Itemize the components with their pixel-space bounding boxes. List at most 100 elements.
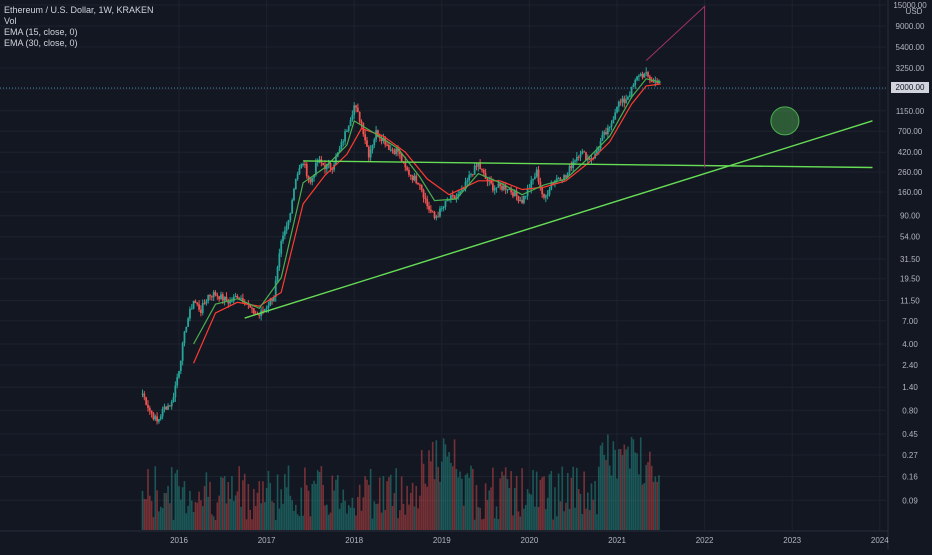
volume-bar	[284, 474, 286, 530]
candle-body	[466, 180, 469, 182]
symbol-title[interactable]: Ethereum / U.S. Dollar, 1W, KRAKEN	[4, 5, 154, 15]
volume-bar	[526, 489, 529, 530]
volume-bar	[353, 508, 355, 530]
volume-bar	[152, 517, 155, 530]
volume-bar	[373, 501, 376, 530]
candle-body	[314, 162, 317, 175]
candle-body	[280, 241, 283, 254]
volume-bar	[572, 466, 574, 530]
volume-bar	[192, 511, 195, 530]
candle-body	[596, 150, 598, 154]
time-tick-label: 2018	[345, 536, 363, 545]
candle-body	[521, 199, 523, 203]
candle-body	[552, 182, 555, 184]
candle-body	[459, 191, 461, 194]
candle-body	[360, 121, 363, 124]
volume-bar	[444, 444, 447, 530]
volume-bar	[216, 502, 219, 530]
candle-body	[152, 413, 155, 420]
candle-body	[378, 136, 381, 139]
candle-body	[369, 149, 372, 158]
volume-bar	[145, 499, 147, 530]
candle-body	[508, 188, 511, 190]
candle-body	[656, 80, 659, 84]
volume-bar	[413, 506, 416, 530]
ema30-indicator-label[interactable]: EMA (30, close, 0)	[4, 38, 78, 48]
candle-body	[468, 175, 471, 181]
volume-bar	[200, 500, 202, 530]
price-tick-label: 31.50	[900, 255, 921, 264]
time-tick-label: 2020	[521, 536, 539, 545]
candle-body	[561, 180, 564, 182]
candle-body	[220, 294, 222, 300]
price-unit-label: USD	[906, 7, 923, 16]
candle-body	[601, 134, 604, 142]
candle-body	[302, 163, 304, 165]
candle-body	[269, 299, 272, 306]
volume-bar	[645, 464, 647, 530]
candle-body	[446, 200, 449, 202]
volume-bar	[566, 472, 569, 530]
price-tick-label: 19.50	[900, 275, 921, 284]
volume-bar	[141, 490, 144, 530]
volume-bar	[174, 473, 177, 530]
volume-bar	[262, 481, 264, 530]
candle-body	[428, 206, 430, 210]
volume-bar	[384, 509, 387, 530]
volume-bar	[652, 481, 655, 530]
candle-body	[241, 298, 244, 303]
candle-body	[178, 370, 180, 378]
price-tick-label: 260.00	[898, 168, 923, 177]
volume-bar	[565, 502, 567, 530]
candle-body	[183, 331, 186, 344]
volume-bar	[172, 519, 175, 530]
candle-body	[630, 86, 633, 96]
volume-bars	[141, 434, 660, 530]
candle-body	[475, 165, 478, 167]
candle-body	[174, 385, 177, 398]
candle-body	[373, 139, 376, 146]
volume-bar	[488, 490, 491, 530]
volume-bar	[548, 474, 551, 530]
price-tick-label: 0.80	[902, 406, 918, 415]
ema15-indicator-label[interactable]: EMA (15, close, 0)	[4, 27, 78, 37]
candle-body	[189, 308, 191, 319]
volume-bar	[389, 474, 392, 530]
current-price-value: 2000.00	[895, 83, 925, 93]
candle-body	[460, 188, 463, 192]
volume-bar	[621, 455, 624, 530]
ema-lines	[193, 78, 661, 364]
volume-bar	[482, 518, 485, 530]
candle-body	[440, 208, 443, 210]
volume-bar	[563, 511, 565, 530]
candle-body	[194, 301, 197, 303]
candle-body	[367, 146, 370, 158]
candle-body	[351, 114, 354, 121]
volume-bar	[537, 506, 540, 530]
candle-body	[606, 127, 609, 135]
candle-body	[400, 153, 403, 162]
volume-bar	[552, 519, 554, 530]
volume-bar	[411, 482, 414, 530]
time-axis[interactable]: 2016 2017 2018 2019 2020 2021 2022 2023 2024	[0, 530, 889, 545]
candle-body	[450, 195, 452, 200]
volume-bar	[393, 493, 396, 530]
price-tick-label: 0.45	[902, 430, 918, 439]
candle-body	[380, 138, 383, 142]
volume-bar	[608, 465, 611, 530]
volume-bar	[320, 466, 323, 530]
volume-indicator-label[interactable]: Vol	[4, 16, 17, 26]
volume-bar	[479, 507, 481, 530]
candle-body	[271, 299, 273, 301]
volume-bar	[576, 467, 578, 530]
candle-body	[519, 199, 522, 202]
candle-body	[539, 181, 542, 188]
volume-bar	[539, 479, 542, 530]
volume-bar	[371, 518, 374, 530]
candle-body	[289, 213, 292, 221]
volume-bar	[546, 497, 549, 530]
volume-bar	[603, 454, 606, 530]
volume-bar	[503, 475, 505, 530]
